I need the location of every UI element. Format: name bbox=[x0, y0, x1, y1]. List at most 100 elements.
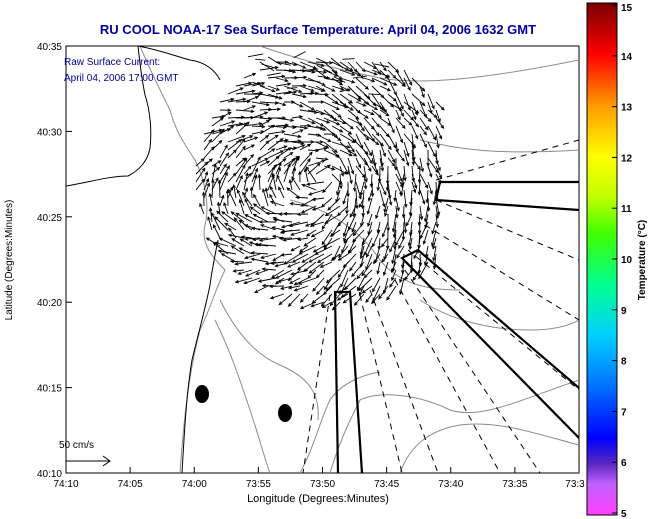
current-vector-head bbox=[373, 260, 377, 265]
current-vector bbox=[377, 261, 381, 274]
current-vector bbox=[265, 261, 277, 265]
current-vector bbox=[343, 229, 349, 242]
current-vector bbox=[331, 77, 343, 86]
current-vector bbox=[283, 61, 297, 66]
current-vector-head bbox=[251, 89, 256, 94]
current-vector-head bbox=[253, 242, 259, 247]
current-vector bbox=[355, 125, 369, 141]
current-vector-head bbox=[289, 232, 295, 236]
current-vector-head bbox=[298, 89, 303, 93]
current-vector bbox=[283, 253, 301, 265]
current-vector-head bbox=[432, 257, 436, 262]
current-vector-head bbox=[438, 135, 443, 140]
current-vector-head bbox=[220, 253, 225, 257]
current-vector bbox=[271, 269, 285, 278]
current-vector bbox=[427, 157, 439, 173]
current-vector-head bbox=[252, 203, 257, 208]
current-vector bbox=[211, 167, 220, 175]
current-vector bbox=[363, 125, 375, 142]
current-vector bbox=[219, 111, 232, 119]
current-vector bbox=[307, 109, 324, 115]
current-vector-head bbox=[291, 157, 296, 162]
current-vector bbox=[355, 165, 366, 178]
current-vector bbox=[411, 77, 425, 92]
current-vector-head bbox=[232, 149, 237, 154]
current-vector bbox=[288, 285, 301, 289]
current-vector-head bbox=[367, 167, 372, 173]
current-vector-head bbox=[244, 237, 249, 241]
current-vector bbox=[299, 245, 309, 253]
current-vector-head bbox=[324, 220, 329, 224]
current-vector-head bbox=[367, 197, 372, 202]
x-tick-label: 74:05 bbox=[118, 479, 143, 490]
current-vector-head bbox=[271, 148, 276, 152]
current-vector bbox=[363, 165, 368, 182]
current-vector-head bbox=[333, 293, 338, 298]
current-vector bbox=[410, 189, 413, 206]
current-vector-head bbox=[321, 88, 326, 92]
current-vector bbox=[299, 101, 315, 111]
current-vector bbox=[299, 117, 315, 124]
current-vector-head bbox=[351, 148, 355, 153]
current-vector-head bbox=[433, 114, 438, 119]
current-vector bbox=[203, 129, 223, 135]
current-vector bbox=[353, 197, 357, 217]
current-vector-head bbox=[351, 228, 355, 233]
current-vector bbox=[262, 268, 277, 271]
current-vector-head bbox=[348, 152, 353, 157]
current-vector-head bbox=[327, 138, 332, 142]
current-vector bbox=[371, 181, 374, 197]
current-vector bbox=[347, 149, 357, 157]
current-vector-head bbox=[281, 74, 286, 79]
current-vector-head bbox=[268, 284, 273, 289]
current-vector bbox=[391, 245, 397, 264]
current-vector bbox=[315, 93, 329, 96]
current-vector bbox=[371, 149, 376, 166]
current-vector-head bbox=[432, 265, 437, 270]
current-vector-head bbox=[403, 229, 408, 234]
current-vector bbox=[254, 285, 269, 293]
current-vector-head bbox=[279, 137, 284, 142]
current-vector-head bbox=[293, 281, 298, 286]
current-vector bbox=[307, 85, 325, 92]
current-vector bbox=[305, 221, 317, 227]
current-vector bbox=[267, 93, 282, 100]
current-vector-head bbox=[375, 214, 379, 220]
current-vector-head bbox=[238, 198, 243, 204]
current-vector-head bbox=[289, 201, 294, 206]
current-vector-head bbox=[349, 179, 353, 185]
current-vector-head bbox=[396, 254, 400, 259]
current-vector bbox=[275, 124, 289, 127]
current-vector-head bbox=[406, 152, 410, 158]
current-vector-head bbox=[405, 162, 410, 167]
current-vector-head bbox=[339, 129, 344, 133]
current-vector-head bbox=[301, 259, 306, 263]
current-vector-head bbox=[244, 255, 249, 260]
current-vector bbox=[355, 77, 369, 90]
current-vector bbox=[419, 109, 432, 122]
current-vector bbox=[408, 229, 413, 246]
current-vector bbox=[281, 253, 293, 256]
current-vector-head bbox=[370, 111, 375, 115]
current-vector bbox=[355, 149, 368, 166]
current-vector-head bbox=[245, 273, 250, 277]
current-vector-head bbox=[399, 139, 404, 144]
current-vector-head bbox=[398, 244, 402, 250]
current-vector bbox=[223, 202, 229, 215]
current-vector-head bbox=[339, 185, 343, 190]
current-vector-head bbox=[391, 228, 396, 233]
current-vector bbox=[337, 213, 349, 227]
current-vector bbox=[339, 173, 342, 189]
current-vector bbox=[403, 77, 411, 91]
current-vector-head bbox=[396, 207, 400, 212]
current-vector bbox=[342, 189, 349, 204]
current-vector-head bbox=[251, 237, 257, 242]
current-vector-head bbox=[271, 124, 276, 129]
current-vector-head bbox=[351, 273, 355, 278]
current-vector-head bbox=[212, 242, 217, 247]
current-vector bbox=[302, 184, 317, 191]
current-vector bbox=[275, 77, 288, 82]
current-vector-head bbox=[343, 237, 347, 243]
current-vector bbox=[243, 82, 261, 87]
current-vector bbox=[259, 108, 272, 111]
